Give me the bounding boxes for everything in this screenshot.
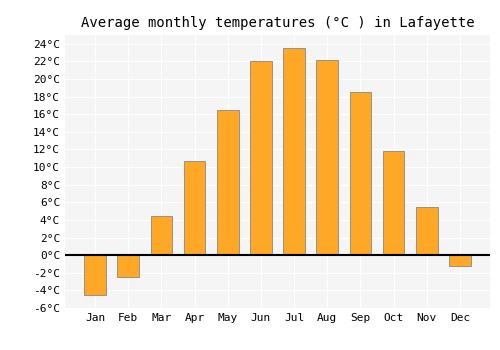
Title: Average monthly temperatures (°C ) in Lafayette: Average monthly temperatures (°C ) in La… — [80, 16, 474, 30]
Bar — [316, 60, 338, 255]
Bar — [84, 255, 106, 295]
Bar — [250, 61, 272, 255]
Bar — [184, 161, 206, 255]
Bar — [284, 48, 305, 255]
Bar — [118, 255, 139, 277]
Bar — [416, 207, 438, 255]
Bar — [217, 110, 238, 255]
Bar — [383, 151, 404, 255]
Bar — [449, 255, 470, 266]
Bar — [150, 216, 172, 255]
Bar — [350, 92, 371, 255]
